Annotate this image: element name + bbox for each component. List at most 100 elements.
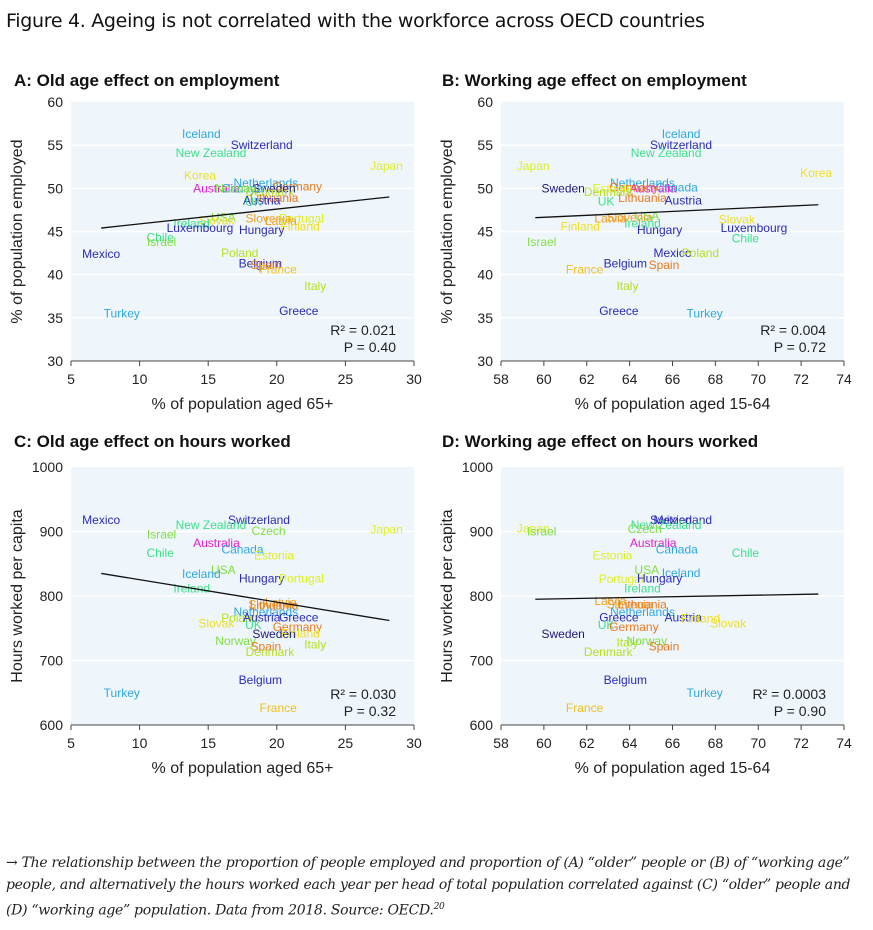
data-point-label: Mexico (82, 513, 120, 527)
trend-line (535, 593, 819, 600)
y-tick-label: 35 (477, 310, 493, 326)
data-point-label: France (566, 701, 604, 715)
data-point-label: Chile (732, 546, 760, 560)
data-point-label: Italy (616, 635, 638, 649)
data-point-label: Turkey (104, 686, 140, 700)
chart-panel-a: A: Old age effect on employment 30 35 40 45 5… (9, 71, 422, 413)
y-tick-label: 40 (477, 267, 493, 283)
x-axis-label: % of population aged 65+ (152, 760, 334, 777)
data-point-label: Poland (682, 246, 719, 260)
x-tick-label: 58 (493, 735, 509, 751)
x-tick-label: 60 (536, 735, 552, 751)
data-point-label: Slovenia (607, 597, 653, 611)
data-point-label: Greece (279, 304, 319, 318)
x-tick-label: 10 (132, 735, 148, 751)
data-point-label: Finland (280, 219, 319, 233)
x-axis-label: % of population aged 65+ (152, 396, 334, 413)
data-point-label: Italy (304, 637, 326, 651)
data-point-label: Germany (273, 180, 322, 194)
data-point-label: Czech (252, 524, 286, 538)
data-point-label: Ireland (173, 217, 210, 231)
data-point-label: Belgium (239, 256, 282, 270)
y-tick-label: 50 (477, 180, 493, 196)
x-tick-label: 25 (338, 735, 354, 751)
x-tick-label: 74 (836, 735, 852, 751)
data-point-label: Italy (616, 279, 638, 293)
data-point-label: Canada (221, 543, 263, 557)
r-squared-label: R² = 0.004 (760, 322, 826, 338)
data-point-label: Denmark (246, 185, 296, 199)
data-point-label: Norway (215, 634, 256, 648)
data-point-label: Netherlands (233, 176, 298, 190)
data-point-label: Denmark (584, 645, 634, 659)
data-point-label: Slovenia (248, 597, 294, 611)
data-point-label: Luxembourg (167, 221, 234, 235)
data-point-label: Lithuania (618, 191, 667, 205)
data-point-label: Hungary (637, 572, 682, 586)
data-point-label: Greece (599, 304, 639, 318)
x-axis-label: % of population aged 15-64 (575, 760, 771, 777)
y-tick-label: 55 (477, 137, 493, 153)
y-tick-label: 30 (477, 353, 493, 369)
y-tick-label: 800 (40, 588, 64, 604)
y-tick-label: 40 (47, 267, 63, 283)
data-point-label: Italy (304, 279, 326, 293)
data-point-label: Austria (243, 193, 281, 207)
data-point-label: Japan (370, 523, 403, 537)
data-point-label: France (259, 701, 297, 715)
data-point-label: Israel (147, 528, 176, 542)
data-point-label: Austria (665, 610, 703, 624)
y-tick-label: 1000 (462, 459, 493, 475)
panel-title: D: Working age effect on hours worked (442, 432, 758, 451)
y-tick-label: 45 (47, 224, 63, 240)
caption-reference: 20 (433, 902, 445, 912)
p-value-label: P = 0.90 (774, 703, 827, 719)
y-tick-label: 700 (470, 653, 494, 669)
data-point-label: Spain (250, 258, 281, 272)
data-point-label: Japan (517, 521, 550, 535)
data-point-label: Lithuania (618, 597, 667, 611)
data-point-label: UK (245, 195, 262, 209)
data-point-label: Estonia (592, 548, 632, 562)
data-point-label: Belgium (239, 673, 282, 687)
data-point-label: Portugal (279, 572, 324, 586)
x-tick-label: 64 (622, 371, 638, 387)
data-point-label: New Zealand (631, 146, 702, 160)
y-tick-label: 900 (470, 524, 494, 540)
data-point-label: Switzerland (650, 513, 712, 527)
data-point-label: Hungary (637, 223, 682, 237)
x-tick-label: 72 (793, 371, 809, 387)
data-point-label: Greece (279, 610, 319, 624)
x-tick-label: 5 (67, 735, 75, 751)
y-tick-label: 35 (47, 310, 63, 326)
chart-grid: A: Old age effect on employment 30 35 40 45 5… (9, 71, 852, 777)
p-value-label: P = 0.40 (344, 339, 397, 355)
x-tick-label: 66 (665, 735, 681, 751)
data-point-label: Australia (193, 181, 240, 195)
x-tick-label: 68 (708, 371, 724, 387)
y-tick-label: 600 (470, 717, 494, 733)
data-point-label: Germany (273, 620, 322, 634)
data-point-label: Slovak (710, 617, 747, 631)
data-point-label: Iceland (662, 566, 701, 580)
data-point-label: Mexico (653, 246, 691, 260)
data-point-label: Lithuania (250, 191, 299, 205)
data-point-label: Iceland (182, 567, 221, 581)
p-value-label: P = 0.72 (774, 339, 827, 355)
data-point-label: Japan (517, 159, 550, 173)
data-point-label: Israel (527, 235, 556, 249)
data-point-label: Norway (626, 634, 667, 648)
data-point-label: Netherlands (610, 176, 675, 190)
data-point-label: Greece (599, 610, 639, 624)
data-point-label: Norway (215, 181, 256, 195)
data-point-label: Denmark (584, 185, 634, 199)
x-tick-label: 20 (269, 735, 285, 751)
data-point-label: Austria (665, 193, 703, 207)
x-tick-label: 64 (622, 735, 638, 751)
trend-line (101, 572, 390, 622)
data-point-label: Canada (656, 543, 698, 557)
trend-line (535, 204, 819, 219)
y-tick-label: 55 (47, 137, 63, 153)
data-point-label: Slovenia (246, 212, 292, 226)
data-point-label: Israel (527, 525, 556, 539)
